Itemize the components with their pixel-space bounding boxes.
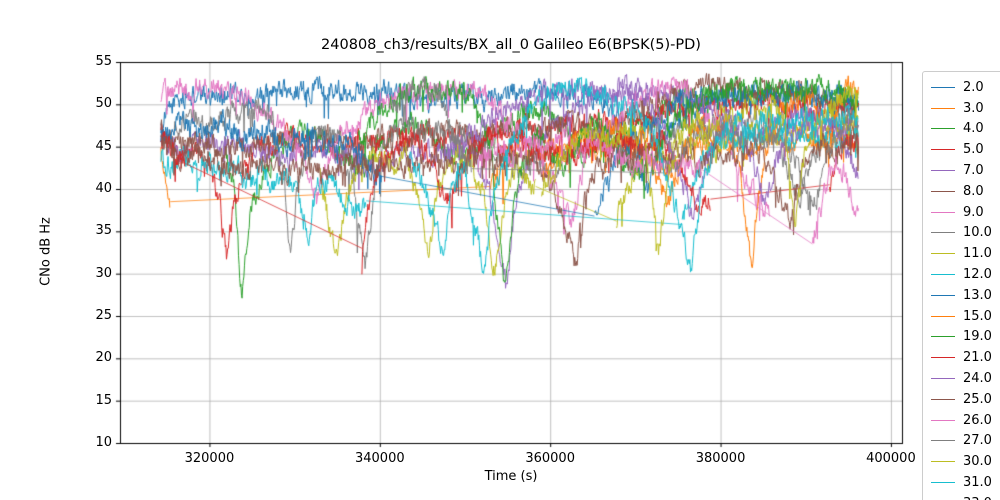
legend-item-26.0: 26.0 — [931, 410, 1000, 431]
legend-line-sample — [931, 149, 955, 151]
legend-line-sample — [931, 440, 955, 442]
legend-label: 25.0 — [963, 391, 992, 407]
y-tick-label: 30 — [95, 265, 112, 281]
legend-label: 12.0 — [963, 267, 992, 283]
y-tick-label: 15 — [95, 392, 112, 408]
legend-item-33.0: 33.0 — [931, 493, 1000, 500]
legend-label: 21.0 — [963, 350, 992, 366]
legend-item-25.0: 25.0 — [931, 389, 1000, 410]
x-tick-label: 340000 — [354, 451, 405, 466]
legend-label: 33.0 — [963, 496, 992, 500]
legend-item-21.0: 21.0 — [931, 347, 1000, 368]
legend-line-sample — [931, 419, 955, 421]
legend-line-sample — [931, 315, 955, 317]
legend-line-sample — [931, 274, 955, 276]
legend-line-sample — [931, 398, 955, 400]
legend-label: 3.0 — [963, 100, 984, 116]
legend: 2.0 3.0 4.0 5.0 7.0 8.0 9.0 10.0 11.0 12.0 13.0 15.… — [922, 71, 1000, 500]
y-tick-label: 45 — [95, 138, 112, 154]
legend-line-sample — [931, 357, 955, 359]
legend-line-sample — [931, 211, 955, 213]
legend-item-10.0: 10.0 — [931, 223, 1000, 244]
legend-item-24.0: 24.0 — [931, 368, 1000, 389]
legend-label: 8.0 — [963, 183, 984, 199]
x-tick-label: 320000 — [184, 451, 235, 466]
legend-item-19.0: 19.0 — [931, 327, 1000, 348]
legend-label: 30.0 — [963, 454, 992, 470]
legend-item-9.0: 9.0 — [931, 202, 1000, 223]
legend-item-30.0: 30.0 — [931, 451, 1000, 472]
y-tick-label: 55 — [95, 54, 112, 69]
legend-line-sample — [931, 232, 955, 234]
y-tick-label: 25 — [95, 308, 112, 323]
legend-item-12.0: 12.0 — [931, 264, 1000, 285]
legend-label: 27.0 — [963, 433, 992, 449]
legend-item-2.0: 2.0 — [931, 77, 1000, 98]
legend-label: 7.0 — [963, 163, 984, 179]
legend-item-15.0: 15.0 — [931, 306, 1000, 327]
legend-label: 19.0 — [963, 329, 992, 345]
legend-line-sample — [931, 190, 955, 192]
x-tick-label: 380000 — [695, 451, 746, 466]
legend-item-11.0: 11.0 — [931, 243, 1000, 264]
legend-line-sample — [931, 336, 955, 338]
legend-label: 24.0 — [963, 371, 992, 387]
y-tick-label: 35 — [95, 223, 112, 239]
legend-label: 4.0 — [963, 121, 984, 137]
legend-item-5.0: 5.0 — [931, 139, 1000, 160]
legend-label: 5.0 — [963, 142, 984, 158]
y-axis-label: CNo dB Hz — [38, 217, 54, 286]
y-tick-label: 50 — [95, 96, 112, 112]
legend-line-sample — [931, 107, 955, 109]
legend-label: 15.0 — [963, 308, 992, 324]
y-tick-label: 20 — [95, 350, 112, 366]
x-tick-label: 400000 — [866, 451, 916, 466]
legend-label: 2.0 — [963, 79, 984, 95]
legend-line-sample — [931, 128, 955, 130]
legend-item-13.0: 13.0 — [931, 285, 1000, 306]
legend-line-sample — [931, 253, 955, 255]
legend-item-31.0: 31.0 — [931, 472, 1000, 493]
legend-label: 10.0 — [963, 225, 992, 241]
chart-title: 240808_ch3/results/BX_all_0 Galileo E6(B… — [321, 37, 701, 53]
legend-line-sample — [931, 170, 955, 172]
legend-label: 11.0 — [963, 246, 992, 262]
legend-item-3.0: 3.0 — [931, 98, 1000, 119]
legend-item-4.0: 4.0 — [931, 119, 1000, 140]
legend-line-sample — [931, 86, 955, 88]
y-tick-label: 40 — [95, 181, 112, 196]
legend-line-sample — [931, 482, 955, 484]
legend-label: 13.0 — [963, 287, 992, 303]
legend-item-27.0: 27.0 — [931, 431, 1000, 452]
y-tick-label: 10 — [95, 435, 112, 450]
legend-line-sample — [931, 378, 955, 380]
legend-item-7.0: 7.0 — [931, 160, 1000, 181]
legend-line-sample — [931, 294, 955, 296]
x-axis-label: Time (s) — [484, 469, 538, 484]
legend-line-sample — [931, 461, 955, 463]
legend-label: 31.0 — [963, 475, 992, 491]
legend-label: 9.0 — [963, 204, 984, 220]
legend-label: 26.0 — [963, 412, 992, 428]
x-tick-label: 360000 — [525, 451, 575, 466]
legend-item-8.0: 8.0 — [931, 181, 1000, 202]
